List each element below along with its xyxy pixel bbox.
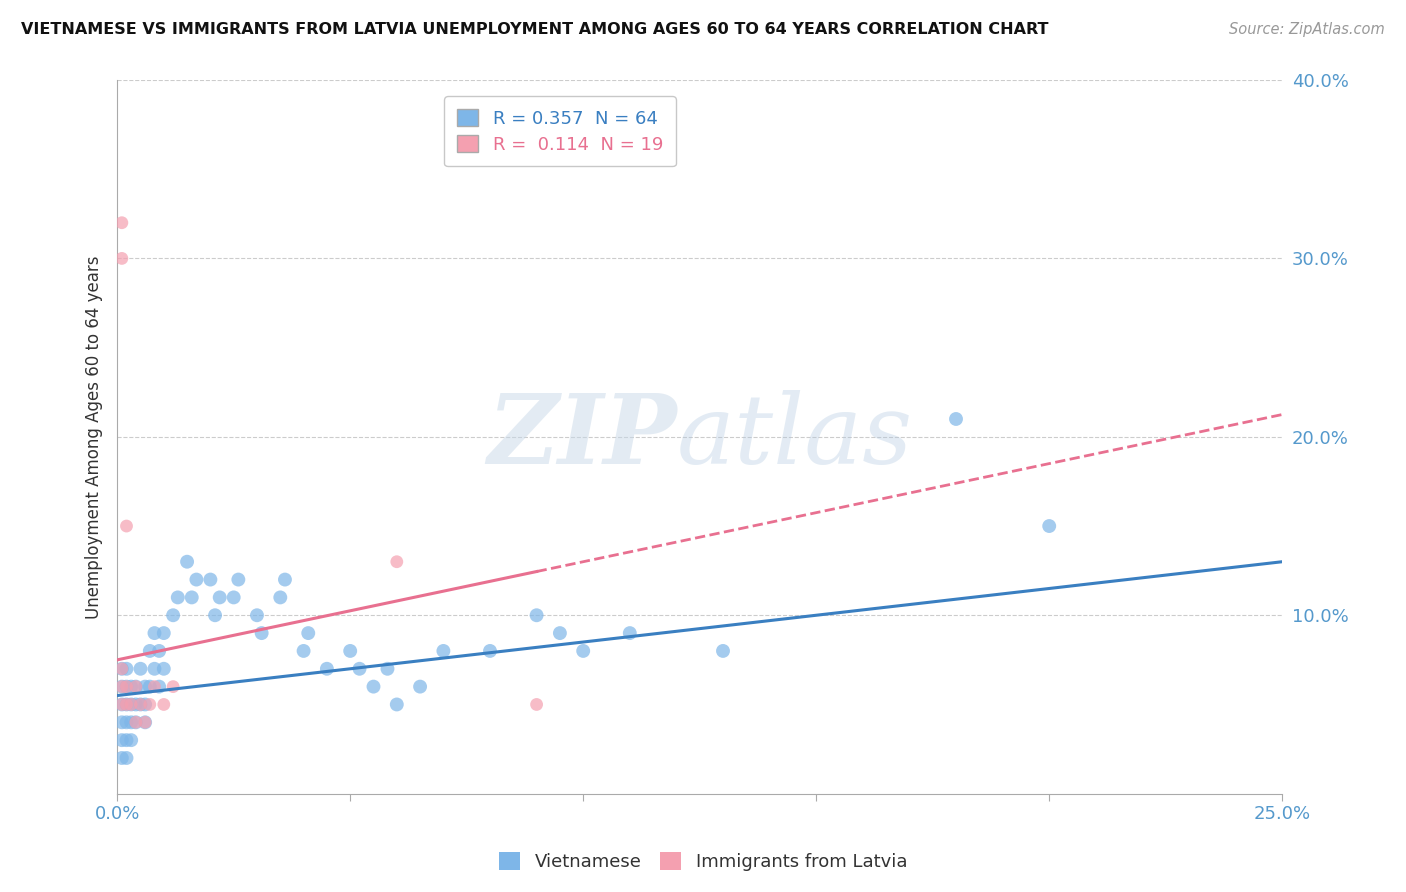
Point (349, 662, 371, 676)
Text: atlas: atlas (676, 390, 912, 483)
Point (115, 715, 138, 730)
Point (432, 644, 454, 658)
Point (120, 715, 142, 730)
Point (143, 626, 166, 640)
Point (572, 644, 595, 658)
Point (120, 698, 142, 712)
Point (111, 216, 134, 230)
Point (200, 573, 222, 587)
Point (274, 573, 297, 587)
Y-axis label: Unemployment Among Ages 60 to 64 years: Unemployment Among Ages 60 to 64 years (86, 255, 103, 618)
Point (111, 698, 134, 712)
Point (619, 626, 641, 640)
Point (139, 644, 162, 658)
Point (945, 412, 967, 426)
Point (111, 680, 134, 694)
Point (166, 591, 188, 605)
Point (115, 519, 138, 533)
Point (148, 644, 170, 658)
Text: Source: ZipAtlas.com: Source: ZipAtlas.com (1229, 22, 1385, 37)
Point (143, 680, 166, 694)
Point (134, 715, 156, 730)
Point (125, 715, 148, 730)
Point (129, 698, 152, 712)
Point (315, 662, 337, 676)
Point (152, 662, 174, 676)
Text: ZIP: ZIP (486, 390, 676, 483)
Point (180, 591, 202, 605)
Point (297, 626, 319, 640)
Point (139, 680, 162, 694)
Point (548, 626, 571, 640)
Point (134, 680, 156, 694)
Point (125, 715, 148, 730)
Point (246, 608, 269, 623)
Point (250, 626, 273, 640)
Point (115, 733, 138, 747)
Point (111, 751, 134, 765)
Point (363, 680, 385, 694)
Point (115, 662, 138, 676)
Point (385, 698, 408, 712)
Point (134, 715, 156, 730)
Point (120, 733, 142, 747)
Point (111, 733, 134, 747)
Legend: Vietnamese, Immigrants from Latvia: Vietnamese, Immigrants from Latvia (492, 846, 914, 879)
Point (1038, 519, 1060, 533)
Point (152, 698, 174, 712)
Point (115, 751, 138, 765)
Point (526, 698, 548, 712)
Point (125, 680, 148, 694)
Point (111, 680, 134, 694)
Point (111, 662, 134, 676)
Point (526, 608, 548, 623)
Point (186, 573, 208, 587)
Text: VIETNAMESE VS IMMIGRANTS FROM LATVIA UNEMPLOYMENT AMONG AGES 60 TO 64 YEARS CORR: VIETNAMESE VS IMMIGRANTS FROM LATVIA UNE… (21, 22, 1049, 37)
Point (208, 591, 231, 605)
Point (120, 680, 142, 694)
Point (111, 662, 134, 676)
Point (479, 644, 502, 658)
Point (129, 698, 152, 712)
Point (339, 644, 361, 658)
Point (115, 698, 138, 712)
Point (409, 680, 432, 694)
Point (143, 662, 166, 676)
Point (377, 662, 399, 676)
Point (125, 680, 148, 694)
Point (134, 698, 156, 712)
Point (162, 608, 184, 623)
Point (269, 591, 291, 605)
Point (120, 698, 142, 712)
Point (162, 680, 184, 694)
Point (711, 644, 734, 658)
Point (176, 555, 198, 569)
Point (125, 698, 148, 712)
Point (148, 680, 170, 694)
Point (111, 252, 134, 266)
Point (111, 715, 134, 730)
Point (222, 591, 245, 605)
Point (129, 662, 152, 676)
Point (152, 626, 174, 640)
Point (115, 680, 138, 694)
Point (115, 698, 138, 712)
Point (111, 698, 134, 712)
Point (228, 573, 250, 587)
Point (385, 555, 408, 569)
Point (115, 680, 138, 694)
Legend: R = 0.357  N = 64, R =  0.114  N = 19: R = 0.357 N = 64, R = 0.114 N = 19 (444, 96, 676, 166)
Point (292, 644, 315, 658)
Point (139, 698, 162, 712)
Point (204, 608, 226, 623)
